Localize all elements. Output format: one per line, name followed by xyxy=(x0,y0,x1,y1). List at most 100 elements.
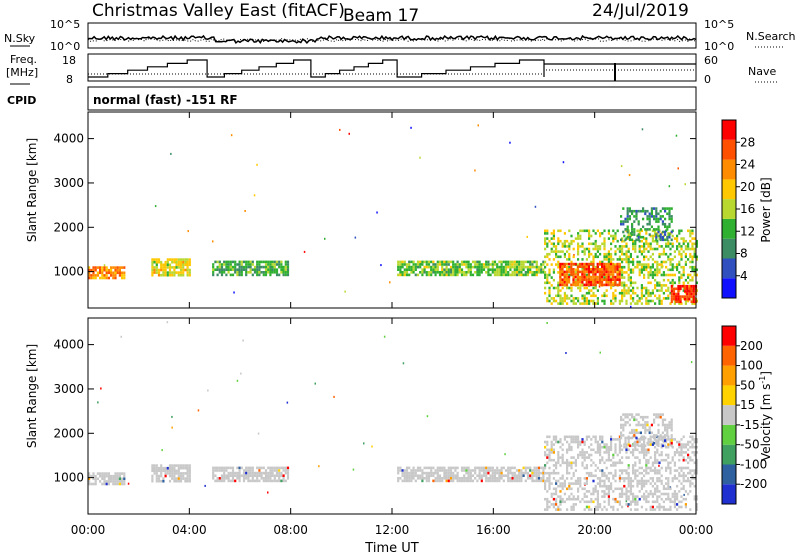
range-cell xyxy=(225,273,228,277)
range-cell xyxy=(629,490,632,493)
range-cell xyxy=(500,469,503,472)
range-cell xyxy=(680,237,683,240)
range-cell xyxy=(666,235,669,239)
range-cell xyxy=(585,451,588,454)
range-cell xyxy=(605,487,608,491)
range-cell xyxy=(646,215,649,218)
range-cell xyxy=(123,474,126,478)
range-cell xyxy=(669,247,672,251)
range-cell xyxy=(116,268,119,272)
range-cell xyxy=(651,258,654,261)
nsky-frame xyxy=(87,22,697,49)
range-cell xyxy=(572,495,575,498)
range-cell xyxy=(447,469,450,472)
range-cell xyxy=(284,260,287,264)
range-cell xyxy=(594,508,597,511)
range-cell xyxy=(186,479,189,483)
range-cell xyxy=(116,477,119,481)
range-cell xyxy=(605,474,608,478)
range-cell xyxy=(572,456,575,459)
range-cell xyxy=(689,265,692,269)
range-cell xyxy=(559,464,562,467)
range-cell xyxy=(660,466,663,470)
range-cell xyxy=(529,268,532,271)
range-cell xyxy=(579,237,582,240)
range-cell xyxy=(647,492,650,496)
colorbar-segment xyxy=(722,120,736,140)
range-cell xyxy=(607,495,610,498)
range-cell xyxy=(610,471,613,475)
range-cell xyxy=(522,273,525,277)
range-cell xyxy=(643,497,646,501)
range-cell xyxy=(443,474,446,477)
range-cell xyxy=(577,497,580,501)
range-cell xyxy=(693,495,696,498)
range-cell xyxy=(121,274,124,277)
range-cell xyxy=(269,479,272,483)
range-cell xyxy=(691,276,694,279)
range-cell xyxy=(643,237,646,240)
range-cell xyxy=(509,265,512,269)
range-cell xyxy=(672,290,676,293)
range-cell xyxy=(408,471,411,475)
range-cell xyxy=(691,255,694,259)
range-cell xyxy=(618,445,621,449)
cpid-value: normal (fast) -151 RF xyxy=(93,93,238,107)
range-cell xyxy=(557,505,560,509)
velocity-y-axis-label: Slant Range [km] xyxy=(25,344,39,448)
range-cell xyxy=(421,260,424,264)
range-cell xyxy=(667,239,670,243)
range-cell xyxy=(660,302,663,305)
range-cell xyxy=(155,263,158,267)
range-cell xyxy=(596,255,599,259)
range-cell xyxy=(535,268,538,271)
range-cell xyxy=(636,234,639,238)
range-cell xyxy=(662,247,665,251)
range-cell xyxy=(557,484,560,488)
range-cell xyxy=(408,474,411,477)
range-cell xyxy=(689,490,692,493)
range-cell xyxy=(679,284,682,288)
range-cell xyxy=(592,474,595,478)
range-cell xyxy=(535,265,538,269)
range-cell xyxy=(399,469,402,472)
range-cell xyxy=(238,271,241,274)
range-cell xyxy=(548,252,551,256)
range-cell xyxy=(691,232,694,235)
range-cell xyxy=(601,273,604,276)
range-cell xyxy=(485,471,488,475)
range-cell xyxy=(662,505,665,509)
range-cell xyxy=(635,413,638,416)
range-cell xyxy=(559,262,562,266)
range-cell xyxy=(401,265,404,269)
range-cell xyxy=(588,250,591,253)
range-cell xyxy=(460,469,464,472)
range-cell xyxy=(570,461,573,465)
range-cell xyxy=(240,271,243,274)
range-cell xyxy=(546,497,549,501)
range-cell xyxy=(592,273,595,276)
range-cell xyxy=(476,263,479,266)
range-cell xyxy=(654,471,657,475)
range-cell xyxy=(621,271,624,274)
range-cell xyxy=(563,273,566,276)
range-cell xyxy=(625,443,628,446)
range-cell xyxy=(572,302,575,305)
range-cell xyxy=(680,451,683,454)
range-cell xyxy=(691,260,694,264)
range-cell xyxy=(414,469,417,472)
range-cell xyxy=(574,262,577,266)
range-cell xyxy=(121,477,124,481)
range-cell xyxy=(485,477,488,480)
range-cell xyxy=(603,505,606,509)
range-cell xyxy=(592,461,595,465)
range-cell xyxy=(454,466,457,470)
range-cell xyxy=(654,278,657,282)
range-cell xyxy=(651,247,654,251)
range-cell xyxy=(245,263,248,266)
range-cell xyxy=(669,263,672,266)
range-cell xyxy=(596,500,599,504)
range-cell xyxy=(599,260,602,264)
range-cell xyxy=(585,265,588,268)
range-cell xyxy=(664,436,667,440)
